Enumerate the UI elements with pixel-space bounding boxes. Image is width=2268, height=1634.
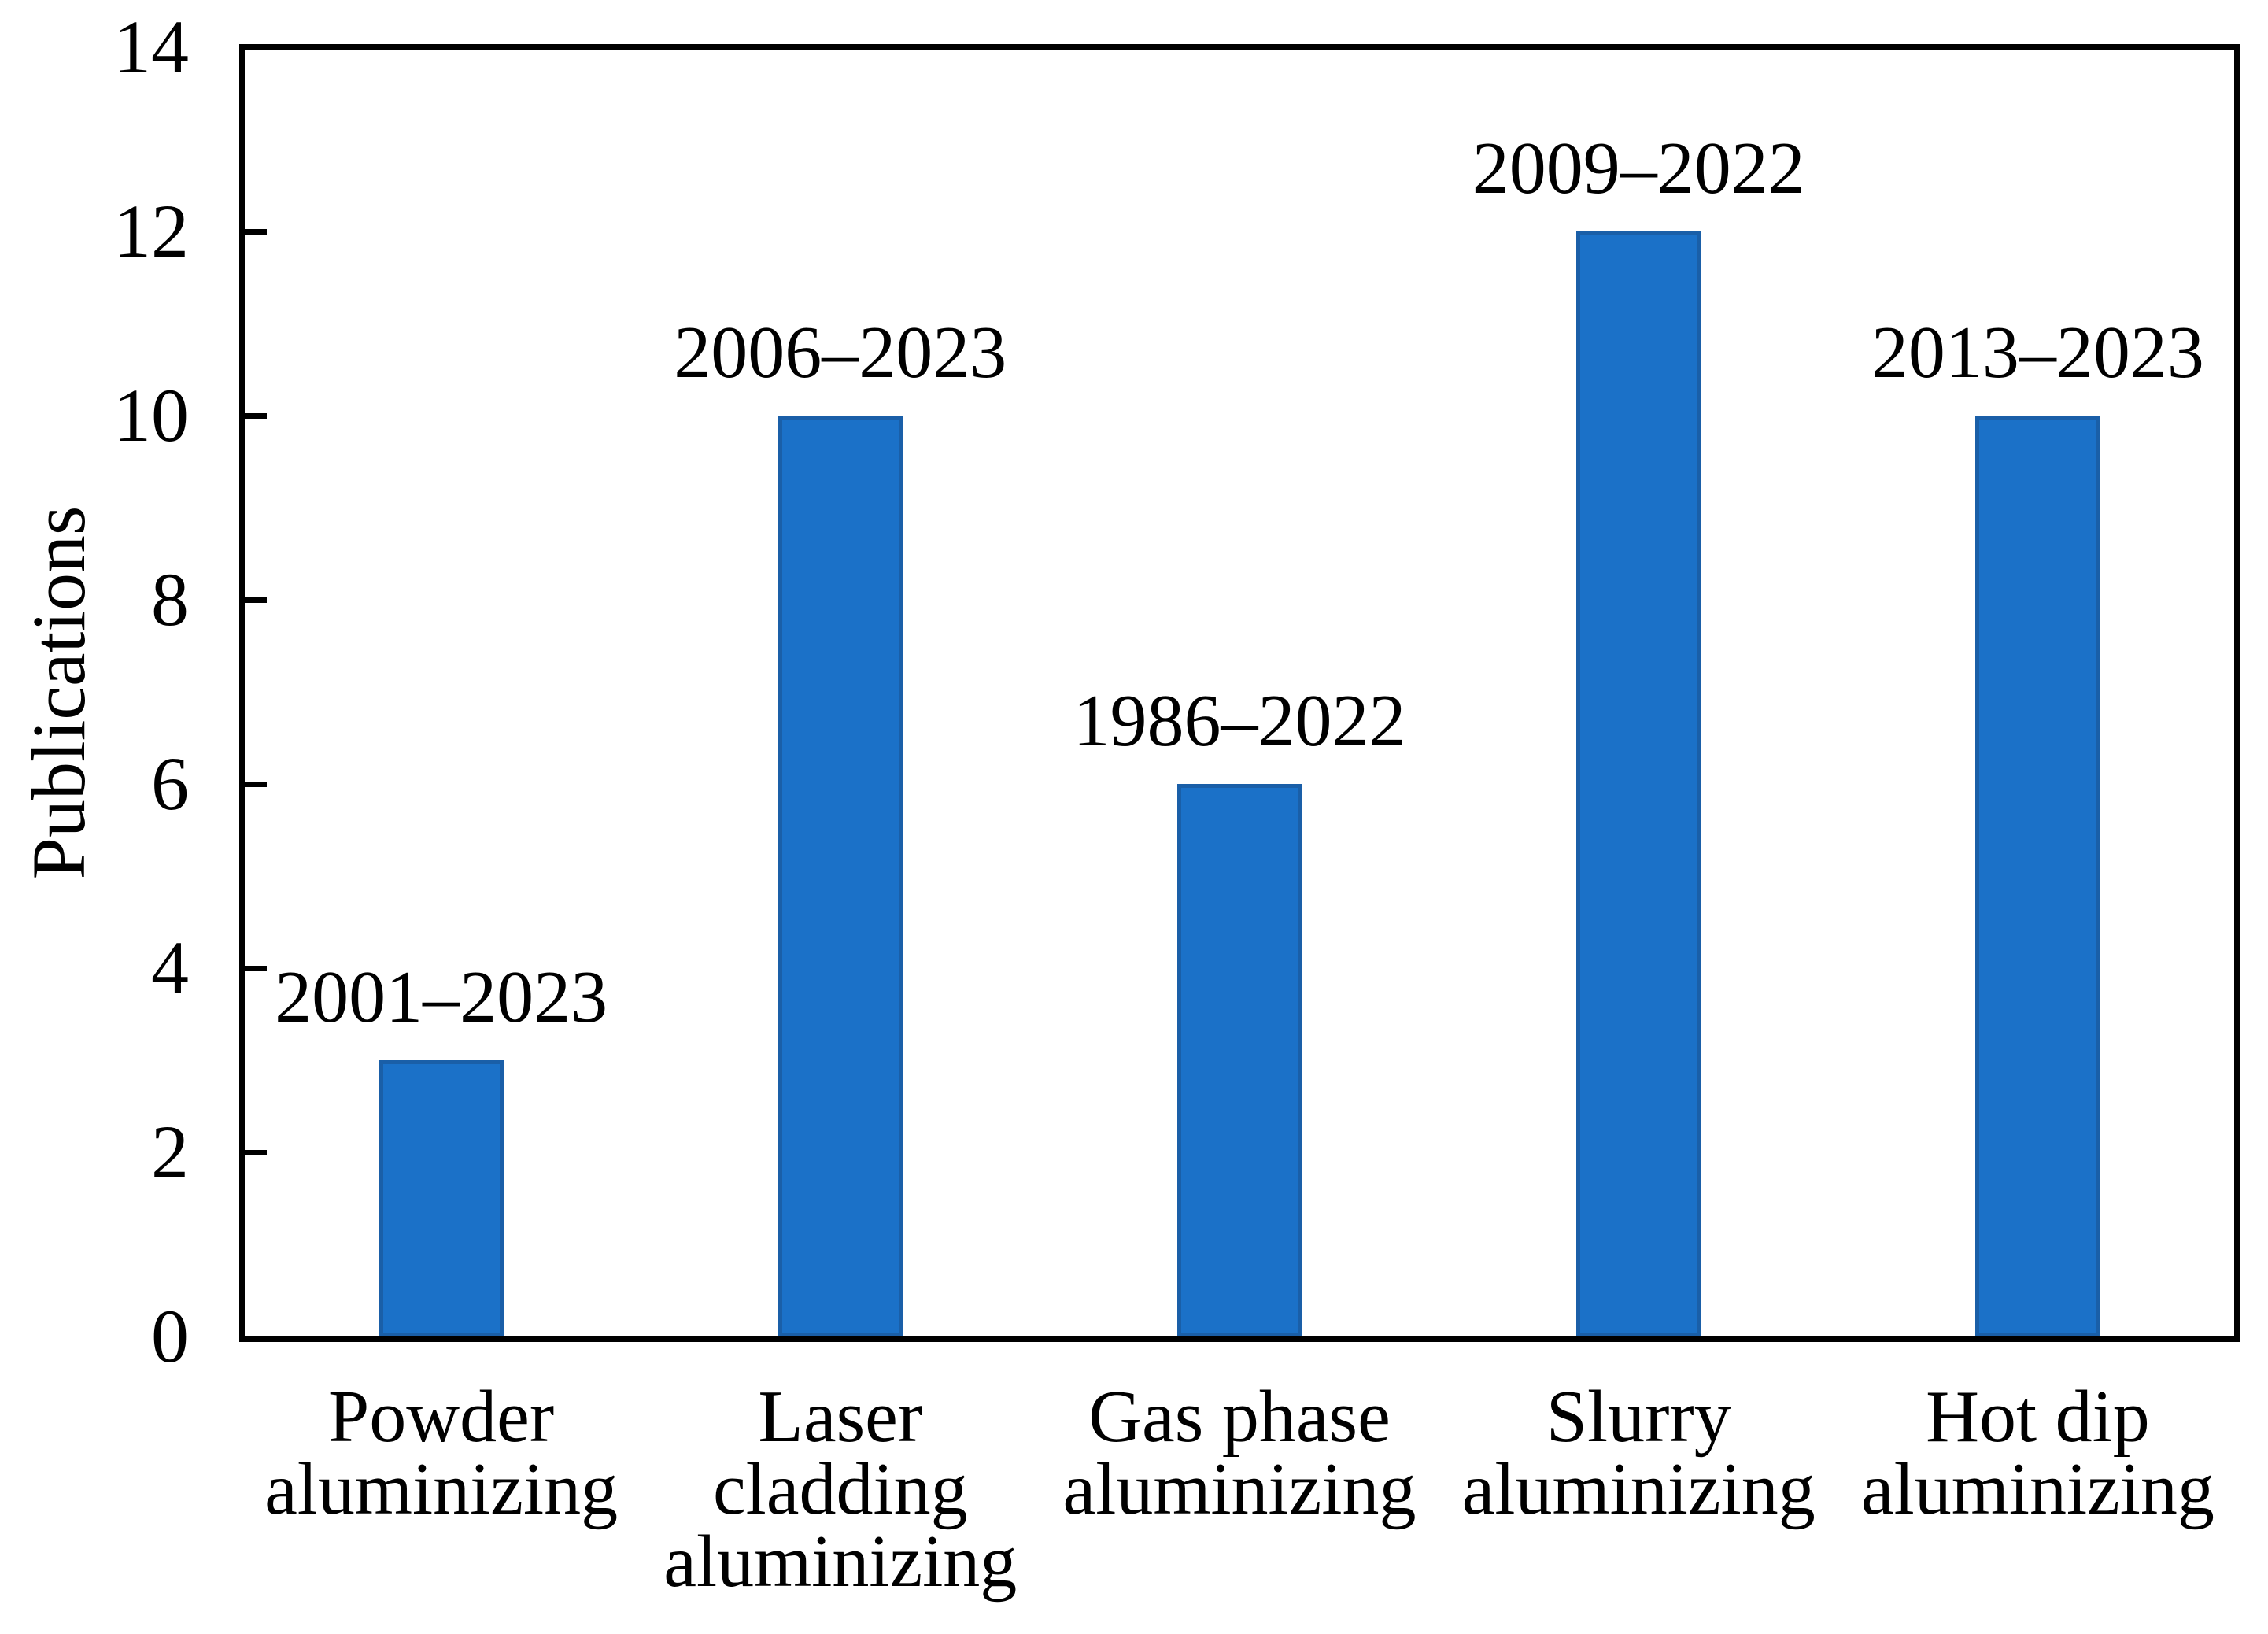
bar — [778, 416, 903, 1336]
y-tick-mark — [244, 229, 267, 235]
y-tick-label: 8 — [151, 557, 189, 641]
y-tick-label: 0 — [151, 1294, 189, 1378]
y-tick-label: 6 — [151, 741, 189, 826]
y-tick-label: 2 — [151, 1110, 189, 1194]
y-tick-mark — [244, 782, 267, 787]
y-tick-label: 10 — [113, 373, 189, 457]
y-tick-label: 4 — [151, 926, 189, 1010]
x-category-label: Hot dip aluminizing — [1860, 1376, 2214, 1530]
y-tick-mark — [244, 1150, 267, 1155]
bar-value-label: 2013–2023 — [1871, 312, 2204, 394]
y-tick-mark — [244, 966, 267, 971]
y-tick-label: 14 — [113, 5, 189, 89]
y-tick-mark — [244, 597, 267, 603]
bar-value-label: 2009–2022 — [1472, 128, 1805, 209]
y-tick-mark — [244, 413, 267, 419]
x-category-label: Laser cladding aluminizing — [663, 1376, 1018, 1603]
bar — [1177, 784, 1302, 1336]
bar-value-label: 2006–2023 — [674, 312, 1007, 394]
bar-value-label: 1986–2022 — [1073, 680, 1406, 762]
bar — [1576, 231, 1701, 1336]
x-category-label: Gas phase aluminizing — [1062, 1376, 1417, 1530]
bar — [379, 1060, 504, 1336]
x-category-label: Powder aluminizing — [264, 1376, 619, 1530]
bar — [1975, 416, 2100, 1336]
bar-value-label: 2001–2023 — [275, 956, 608, 1038]
y-tick-label: 12 — [113, 189, 189, 273]
x-category-label: Slurry aluminizing — [1461, 1376, 1816, 1530]
